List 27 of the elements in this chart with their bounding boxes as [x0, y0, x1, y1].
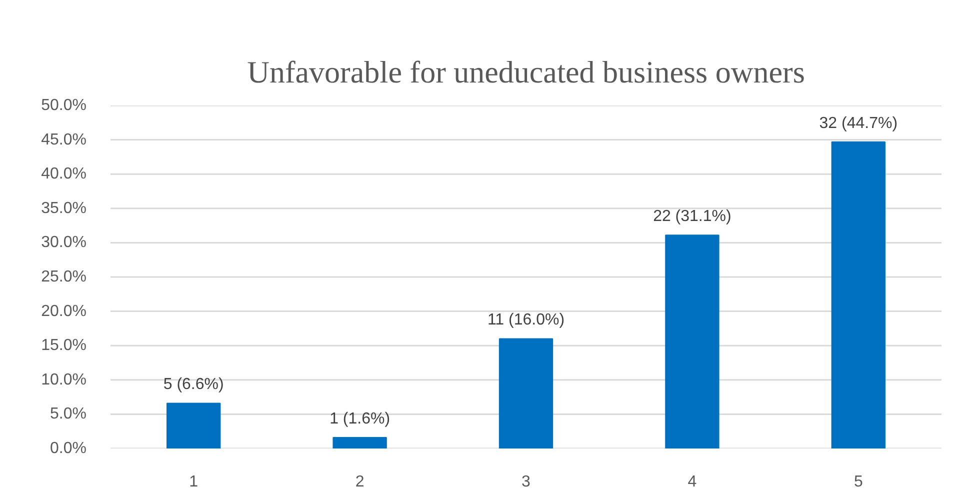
- y-tick-label: 25.0%: [41, 268, 87, 286]
- y-tick-label: 35.0%: [41, 200, 87, 217]
- bar: [332, 437, 387, 448]
- y-tick-label: 40.0%: [41, 166, 87, 183]
- bar: [831, 141, 886, 448]
- data-label: 32 (44.7%): [819, 114, 898, 132]
- y-tick-label: 10.0%: [41, 371, 87, 388]
- y-tick-label: 0.0%: [50, 440, 86, 457]
- x-tick-label: 2: [355, 474, 364, 490]
- y-tick-label: 5.0%: [50, 406, 86, 423]
- x-tick-label: 4: [688, 474, 697, 490]
- x-tick-label: 5: [854, 474, 863, 490]
- x-tick-label: 3: [522, 474, 531, 490]
- bar: [498, 338, 554, 448]
- data-label: 22 (31.1%): [653, 208, 732, 226]
- y-tick-label: 15.0%: [41, 337, 87, 354]
- x-tick-label: 1: [189, 474, 198, 490]
- chart-title: Unfavorable for uneducated business owners: [247, 54, 805, 90]
- y-tick-label: 20.0%: [41, 302, 87, 320]
- bar: [665, 234, 720, 448]
- data-label: 11 (16.0%): [487, 312, 565, 329]
- y-tick-label: 30.0%: [41, 234, 87, 252]
- bar: [166, 402, 221, 448]
- y-tick-label: 50.0%: [41, 97, 87, 114]
- y-tick-label: 45.0%: [41, 131, 87, 148]
- data-label: 1 (1.6%): [330, 410, 390, 428]
- data-label: 5 (6.6%): [163, 376, 224, 394]
